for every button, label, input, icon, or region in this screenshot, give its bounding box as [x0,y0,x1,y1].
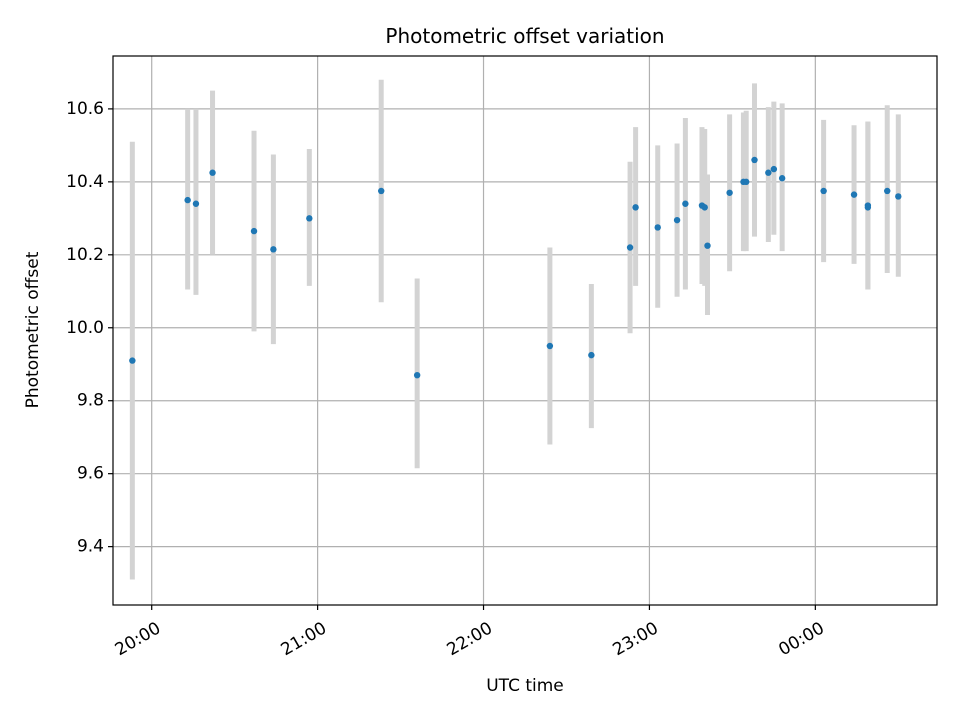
data-point [192,200,200,207]
data-point [884,187,891,195]
data-point [546,342,554,350]
y-tick-label: 9.6 [77,464,104,484]
data-point [726,189,733,196]
data-point [682,200,689,207]
data-point [770,165,778,173]
grid [113,56,937,605]
data-point [765,169,772,176]
plot-frame [112,55,938,606]
y-tick-label: 10.6 [66,99,104,119]
data-point [895,193,902,200]
y-axis-label: Photometric offset [23,251,43,408]
y-tick-label: 9.8 [77,391,104,411]
data-point [701,204,708,211]
x-axis-label: UTC time [486,676,564,696]
y-axis: 9.4 9.6 9.8 10.0 10.2 10.4 10.6 [66,99,113,557]
data-point [632,204,639,211]
data-point [704,242,711,249]
data-point [270,246,277,253]
data-point [250,227,258,235]
chart-title: Photometric offset variation [385,24,664,48]
data-point [820,187,827,195]
data-point [413,371,421,379]
y-tick-label: 10.4 [66,172,104,192]
plot-area [113,56,937,605]
y-tick-label: 10.0 [66,318,104,338]
data-point [209,169,216,176]
data-point [751,156,758,164]
data-point [673,216,681,224]
data-point [306,215,313,222]
data-point [864,204,872,211]
y-tick-label: 9.4 [77,537,104,557]
data-point [778,175,786,182]
y-tick-label: 10.2 [66,245,104,265]
data-point [129,357,136,364]
data-points [129,156,902,379]
data-point [184,196,191,204]
data-point [626,244,634,251]
data-point [850,191,858,198]
data-point [743,178,750,186]
data-point [588,351,595,359]
data-point [378,187,385,195]
data-point [654,224,661,231]
